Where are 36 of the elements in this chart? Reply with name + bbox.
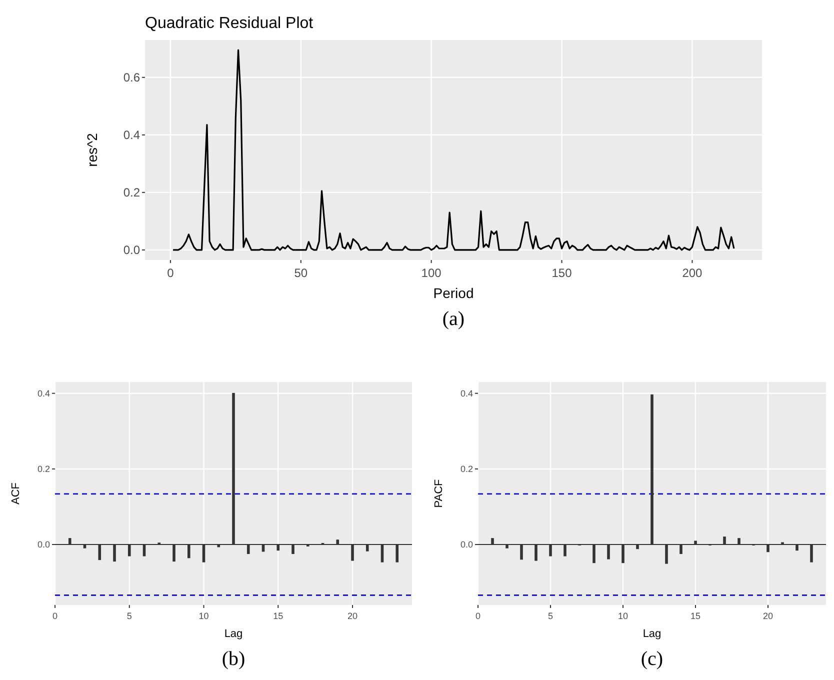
x-tick-label: 20 <box>762 611 774 621</box>
y-tick-label: 0.2 <box>37 464 50 474</box>
y-tick-label: 0.4 <box>460 388 473 398</box>
y-tick-label: 0.6 <box>123 70 140 85</box>
x-tick-label: 15 <box>273 611 284 621</box>
text: (b) <box>222 648 246 670</box>
text: (a) <box>442 308 465 330</box>
x-tick-label: 50 <box>294 266 308 280</box>
y-tick-label: 0.0 <box>460 540 473 550</box>
y-tick-label: 0.0 <box>123 243 140 258</box>
x-axis-title: Lag <box>642 628 662 640</box>
y-tick-label: 0.4 <box>37 388 50 398</box>
x-tick-label: 0 <box>52 611 58 621</box>
text: (c) <box>640 648 664 670</box>
x-tick-label: 5 <box>126 611 132 621</box>
x-tick-label: 10 <box>198 611 209 621</box>
y-tick-label: 0.0 <box>37 540 50 550</box>
chart-title: Quadratic Residual Plot <box>145 15 314 32</box>
y-axis-title: ACF <box>10 482 22 504</box>
y-tick-label: 0.2 <box>460 464 473 474</box>
x-axis-title: Lag <box>224 628 243 640</box>
x-tick-label: 5 <box>548 611 554 621</box>
x-tick-label: 20 <box>347 611 358 621</box>
x-tick-label: 200 <box>682 266 703 280</box>
x-axis-title: Period <box>433 285 474 301</box>
x-tick-label: 10 <box>618 611 628 621</box>
x-tick-label: 0 <box>475 611 481 621</box>
line-series <box>172 49 735 251</box>
y-tick-label: 0.4 <box>123 128 140 142</box>
x-tick-label: 15 <box>690 611 701 621</box>
y-axis-title: res^2 <box>84 132 100 167</box>
x-tick-label: 0 <box>167 266 174 280</box>
x-tick-label: 150 <box>552 266 572 280</box>
x-tick-label: 100 <box>421 266 442 280</box>
y-axis-title: PACF <box>433 478 445 508</box>
y-tick-label: 0.2 <box>123 186 140 200</box>
